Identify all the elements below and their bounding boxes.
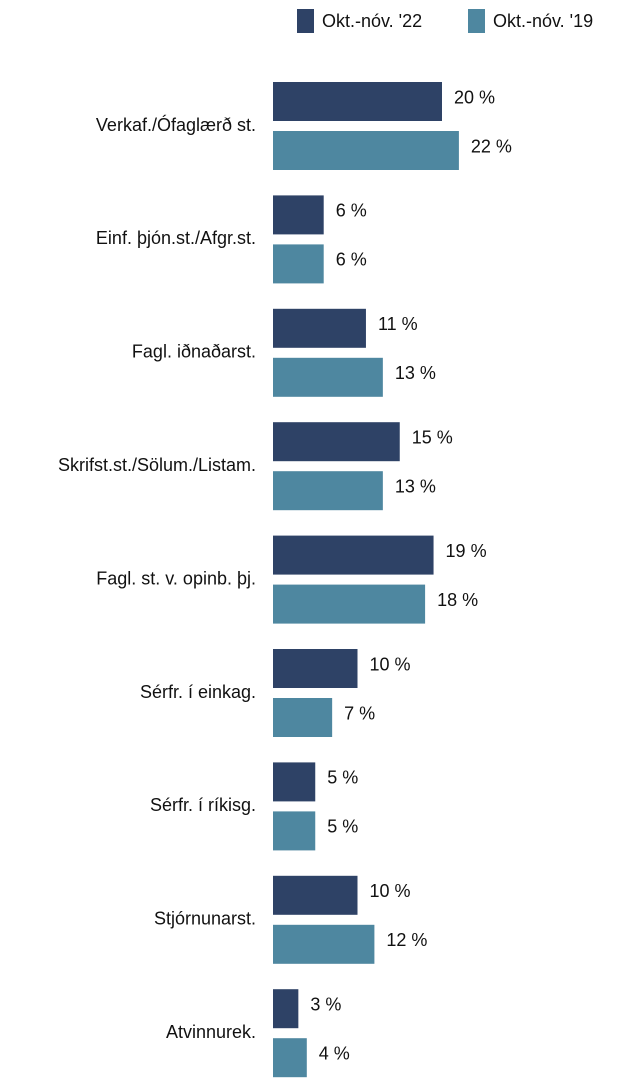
legend-label: Okt.-nóv. '22: [322, 11, 422, 31]
bar: [273, 471, 383, 511]
category-label: Atvinnurek.: [166, 1022, 256, 1042]
category-label: Einf. þjón.st./Afgr.st.: [96, 228, 256, 248]
bar: [273, 584, 426, 624]
category-label: Fagl. st. v. opinb. þj.: [96, 568, 256, 588]
bar: [273, 244, 324, 284]
value-label: 3 %: [310, 994, 341, 1014]
bar: [273, 308, 366, 348]
category-label: Sérfr. í einkag.: [140, 682, 256, 702]
value-label: 6 %: [336, 250, 367, 270]
bar: [273, 762, 316, 802]
value-label: 4 %: [319, 1043, 350, 1063]
category-label: Fagl. iðnaðarst.: [132, 342, 256, 362]
category-label: Verkaf./Ófaglærð st.: [96, 114, 256, 135]
value-label: 7 %: [344, 703, 375, 723]
bar: [273, 989, 299, 1029]
bar: [273, 649, 358, 688]
value-label: 10 %: [370, 654, 411, 674]
bar: [273, 875, 358, 915]
category-label: Sérfr. í ríkisg.: [150, 795, 256, 815]
value-label: 11 %: [378, 314, 418, 334]
value-label: 15 %: [412, 427, 453, 447]
bar: [273, 811, 316, 851]
legend-swatch: [297, 9, 314, 33]
bar: [273, 698, 333, 737]
value-label: 6 %: [336, 201, 367, 221]
value-label: 13 %: [395, 476, 436, 496]
value-label: 22 %: [471, 136, 512, 156]
bar: [273, 535, 434, 575]
value-label: 5 %: [327, 768, 358, 788]
bar: [273, 924, 375, 964]
bar: [273, 357, 383, 397]
category-label: Stjórnunarst.: [154, 909, 256, 929]
value-label: 10 %: [370, 881, 411, 901]
value-label: 5 %: [327, 817, 358, 837]
bar: [273, 1038, 307, 1078]
value-label: 13 %: [395, 363, 436, 383]
value-label: 19 %: [446, 541, 487, 561]
value-label: 12 %: [386, 930, 427, 950]
legend-swatch: [468, 9, 485, 33]
category-label: Skrifst.st./Sölum./Listam.: [58, 455, 256, 475]
bar: [273, 131, 459, 170]
value-label: 20 %: [454, 87, 495, 107]
bar: [273, 422, 400, 462]
legend-label: Okt.-nóv. '19: [493, 11, 593, 31]
value-label: 18 %: [437, 590, 478, 610]
bar: [273, 82, 442, 121]
bar: [273, 195, 324, 235]
